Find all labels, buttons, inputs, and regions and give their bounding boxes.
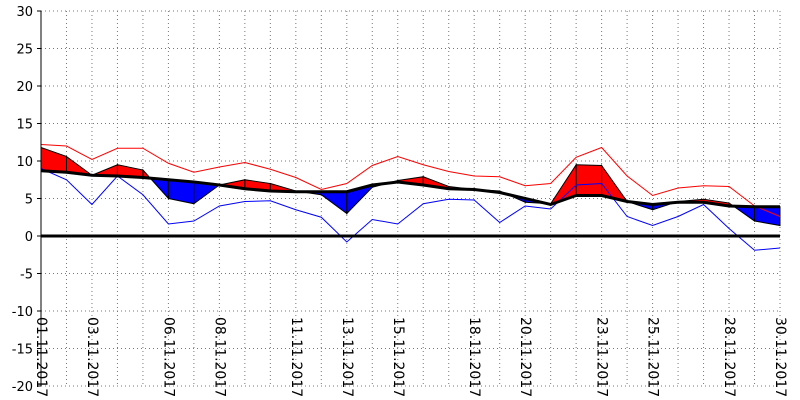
- x-tick-label: 01.11.2017: [33, 317, 49, 397]
- y-tick-label: -5: [20, 268, 33, 283]
- series-lines: [40, 144, 781, 251]
- grid: [40, 10, 781, 387]
- y-tick-label: -10: [12, 305, 33, 320]
- mean-line: [40, 169, 780, 209]
- deviation-fills: [40, 146, 781, 227]
- cold-anomaly-area: [731, 205, 756, 222]
- x-tick-label: 15.11.2017: [390, 317, 406, 397]
- y-tick-label: -15: [12, 343, 33, 358]
- y-tick-label: 30: [16, 5, 33, 20]
- cold-anomaly-area: [148, 177, 169, 200]
- max-line: [40, 144, 781, 217]
- x-tick-label: 13.11.2017: [339, 317, 355, 397]
- x-tick-label: 06.11.2017: [160, 317, 176, 397]
- y-tick-label: 10: [16, 155, 33, 170]
- warm-anomaly-area: [40, 146, 67, 173]
- y-tick-label: 15: [16, 118, 33, 133]
- x-tick-label: 28.11.2017: [721, 317, 737, 397]
- y-tick-label: -20: [12, 380, 33, 395]
- x-tick-label: 20.11.2017: [517, 317, 533, 397]
- y-tick-label: 5: [25, 193, 33, 208]
- warm-anomaly-area: [575, 164, 603, 196]
- x-tick-label: 11.11.2017: [288, 317, 304, 397]
- x-tick-label: 23.11.2017: [594, 317, 610, 397]
- y-tick-label: 20: [16, 80, 33, 95]
- x-tick-labels: 01.11.2017 03.11.2017 06.11.2017 08.11.2017…: [33, 317, 788, 397]
- y-tick-label: 0: [25, 230, 33, 245]
- y-tick-label: 25: [16, 43, 33, 58]
- x-tick-label: 30.11.2017: [772, 317, 788, 397]
- cold-anomaly-area: [167, 179, 195, 205]
- x-tick-label: 08.11.2017: [211, 317, 227, 397]
- min-line: [40, 168, 781, 251]
- y-tick-labels: 30 25 20 15 10 5 0 -5 -10 -15 -20: [12, 5, 33, 395]
- cold-anomaly-area: [320, 191, 348, 215]
- x-tick-label: 25.11.2017: [645, 317, 661, 397]
- x-tick-label: 03.11.2017: [84, 317, 100, 397]
- axes: [37, 10, 780, 387]
- cold-anomaly-area: [754, 206, 781, 227]
- x-tick-label: 18.11.2017: [466, 317, 482, 397]
